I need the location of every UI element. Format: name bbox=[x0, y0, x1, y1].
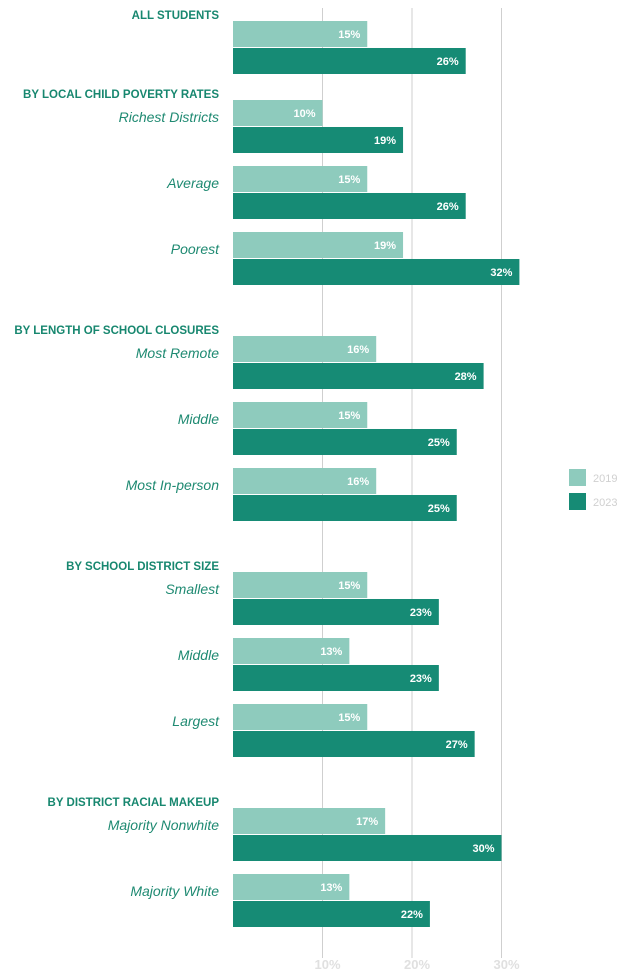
category-labels: Richest Districts Average Poorest Most Remo… bbox=[108, 109, 220, 899]
bar-value-label-3-2-0: 15% bbox=[338, 712, 360, 724]
bar-0-0-0 bbox=[233, 21, 368, 47]
bar-value-label-2-0-1: 28% bbox=[455, 371, 477, 383]
bar-2-1-0 bbox=[233, 402, 368, 428]
bars bbox=[233, 21, 520, 927]
group-title-1: BY LOCAL CHILD POVERTY RATES bbox=[23, 89, 219, 101]
bar-value-label-1-1-0: 15% bbox=[338, 174, 360, 186]
bar-3-1-0 bbox=[233, 638, 350, 664]
x-tick-label-1: 20% bbox=[404, 957, 430, 970]
category-label-3-1: Middle bbox=[178, 647, 219, 663]
bar-value-label-1-2-0: 19% bbox=[374, 240, 396, 252]
category-label-4-0: Majority Nonwhite bbox=[108, 817, 219, 833]
group-title-2: BY LENGTH OF SCHOOL CLOSURES bbox=[14, 325, 219, 337]
bar-value-label-1-2-1: 32% bbox=[490, 267, 512, 279]
bar-1-1-1 bbox=[233, 193, 466, 219]
bar-value-label-2-2-1: 25% bbox=[428, 503, 450, 515]
x-tick-label-2: 30% bbox=[493, 957, 519, 970]
category-label-2-1: Middle bbox=[178, 411, 219, 427]
category-label-3-0: Smallest bbox=[165, 581, 220, 597]
bar-1-0-1 bbox=[233, 127, 404, 153]
x-axis-ticks: 10% 20% 30% bbox=[314, 957, 519, 970]
bar-2-2-0 bbox=[233, 468, 377, 494]
bar-1-0-0 bbox=[233, 100, 323, 126]
bar-value-labels: 15% 26% 10% 19% 15% 26% 19% 32% 16% 28% 15% 25% 16% 2… bbox=[293, 29, 512, 921]
group-title-3: BY SCHOOL DISTRICT SIZE bbox=[66, 561, 219, 573]
bar-2-1-1 bbox=[233, 429, 457, 455]
bar-value-label-3-1-0: 13% bbox=[320, 646, 342, 658]
bar-2-0-0 bbox=[233, 336, 377, 362]
bar-value-label-4-0-1: 30% bbox=[472, 843, 494, 855]
group-title-0: ALL STUDENTS bbox=[132, 10, 220, 22]
bar-3-1-1 bbox=[233, 665, 439, 691]
bar-4-0-1 bbox=[233, 835, 502, 861]
x-tick-label-0: 10% bbox=[314, 957, 340, 970]
category-label-1-2: Poorest bbox=[171, 241, 220, 257]
bar-3-0-0 bbox=[233, 572, 368, 598]
bar-3-2-1 bbox=[233, 731, 475, 757]
bar-value-label-0-0-1: 26% bbox=[437, 56, 459, 68]
legend-label-0: 2019 bbox=[593, 473, 617, 485]
bar-2-2-1 bbox=[233, 495, 457, 521]
bar-value-label-3-2-1: 27% bbox=[446, 739, 468, 751]
bar-value-label-4-1-0: 13% bbox=[320, 882, 342, 894]
bar-value-label-3-0-1: 23% bbox=[410, 607, 432, 619]
bar-4-1-0 bbox=[233, 874, 350, 900]
group-titles: ALL STUDENTS BY LOCAL CHILD POVERTY RATES… bbox=[14, 10, 219, 809]
bar-value-label-0-0-0: 15% bbox=[338, 29, 360, 41]
bar-2-0-1 bbox=[233, 363, 484, 389]
bar-4-1-1 bbox=[233, 901, 430, 927]
category-label-2-0: Most Remote bbox=[136, 345, 219, 361]
bar-1-2-1 bbox=[233, 259, 520, 285]
category-label-3-2: Largest bbox=[172, 713, 220, 729]
legend-swatch-1 bbox=[569, 493, 586, 510]
legend: 2019 2023 bbox=[569, 469, 617, 510]
category-label-4-1: Majority White bbox=[130, 883, 219, 899]
bar-value-label-3-1-1: 23% bbox=[410, 673, 432, 685]
group-title-4: BY DISTRICT RACIAL MAKEUP bbox=[48, 797, 220, 809]
bar-value-label-2-0-0: 16% bbox=[347, 344, 369, 356]
bar-3-2-0 bbox=[233, 704, 368, 730]
bar-0-0-1 bbox=[233, 48, 466, 74]
bar-value-label-4-1-1: 22% bbox=[401, 909, 423, 921]
legend-swatch-0 bbox=[569, 469, 586, 486]
bar-value-label-1-0-1: 19% bbox=[374, 135, 396, 147]
bar-1-2-0 bbox=[233, 232, 404, 258]
bar-value-label-1-0-0: 10% bbox=[293, 108, 315, 120]
legend-label-1: 2023 bbox=[593, 497, 617, 509]
bar-4-0-0 bbox=[233, 808, 386, 834]
bar-value-label-1-1-1: 26% bbox=[437, 201, 459, 213]
bar-value-label-4-0-0: 17% bbox=[356, 816, 378, 828]
category-label-1-0: Richest Districts bbox=[119, 109, 219, 125]
category-label-2-2: Most In-person bbox=[126, 477, 220, 493]
bar-value-label-2-2-0: 16% bbox=[347, 476, 369, 488]
bar-3-0-1 bbox=[233, 599, 439, 625]
bar-value-label-2-1-0: 15% bbox=[338, 410, 360, 422]
bar-value-label-2-1-1: 25% bbox=[428, 437, 450, 449]
bar-1-1-0 bbox=[233, 166, 368, 192]
bar-value-label-3-0-0: 15% bbox=[338, 580, 360, 592]
category-label-1-1: Average bbox=[166, 175, 219, 191]
